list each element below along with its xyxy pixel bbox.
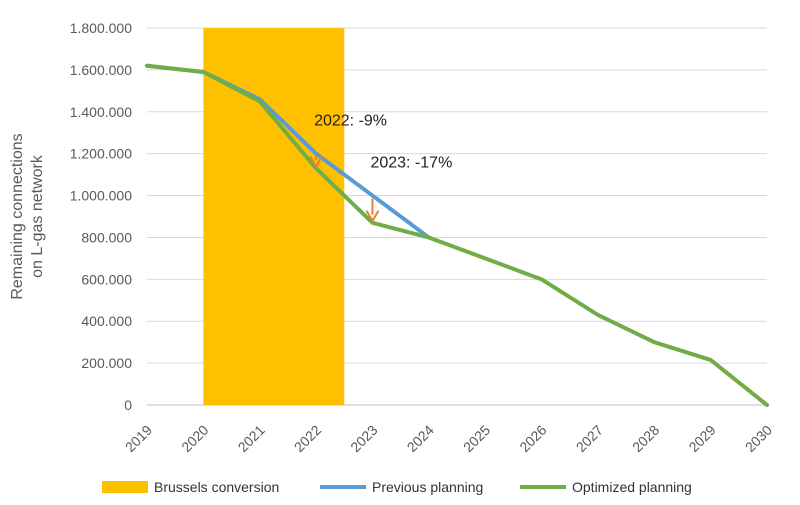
y-tick-label: 0 — [124, 397, 132, 413]
x-tick-label: 2019 — [122, 422, 155, 455]
annotation-label: 2023: -17% — [370, 155, 452, 172]
x-tick-label: 2029 — [685, 422, 718, 455]
y-tick-label: 600.000 — [81, 271, 132, 287]
x-tick-label: 2027 — [573, 422, 606, 455]
legend-item-previous-planning: Previous planning — [320, 479, 483, 495]
series-line-optimized-planning — [145, 63, 769, 407]
x-tick-label: 2030 — [742, 422, 775, 455]
y-tick-label: 1.600.000 — [70, 62, 132, 78]
x-tick-label: 2020 — [178, 422, 211, 455]
legend-item-optimized-planning: Optimized planning — [520, 479, 692, 495]
series-layer — [145, 63, 769, 407]
legend-label: Optimized planning — [572, 479, 692, 495]
shaded-region-layer — [203, 28, 345, 405]
annotation-label: 2022: -9% — [314, 113, 387, 130]
x-tick-label: 2021 — [235, 422, 268, 455]
brussels-conversion-band — [203, 28, 345, 405]
y-axis-title-line-2: on L-gas network — [29, 154, 46, 278]
y-tick-label: 1.000.000 — [70, 188, 132, 204]
y-tick-label: 1.800.000 — [70, 20, 132, 36]
y-tick-label: 400.000 — [81, 313, 132, 329]
annotation-layer: 2022: -9% 2023: -17% — [309, 113, 452, 223]
y-tick-label: 1.200.000 — [70, 146, 132, 162]
annotation-arrow-head — [365, 210, 380, 223]
legend-label: Previous planning — [372, 479, 483, 495]
y-tick-label: 1.400.000 — [70, 104, 132, 120]
x-tick-label: 2025 — [460, 422, 493, 455]
y-tick-label: 800.000 — [81, 229, 132, 245]
legend-item-brussels-conversion: Brussels conversion — [102, 479, 279, 495]
x-tick-label: 2022 — [291, 422, 324, 455]
y-axis-title-line-1: Remaining connections — [9, 133, 26, 299]
annotation-arrow-head — [309, 155, 323, 169]
x-tick-label: 2023 — [347, 422, 380, 455]
x-tick-label: 2024 — [404, 422, 437, 455]
y-tick-label: 200.000 — [81, 355, 132, 371]
x-tick-label: 2026 — [516, 422, 549, 455]
legend-swatch — [102, 481, 148, 493]
axes: 0 200.000 400.000 600.000 800.000 1.000.000 1.… — [9, 20, 775, 455]
legend-label: Brussels conversion — [154, 479, 279, 495]
x-tick-label: 2028 — [629, 422, 662, 455]
legend: Brussels conversion Previous planning Opti… — [102, 479, 692, 495]
